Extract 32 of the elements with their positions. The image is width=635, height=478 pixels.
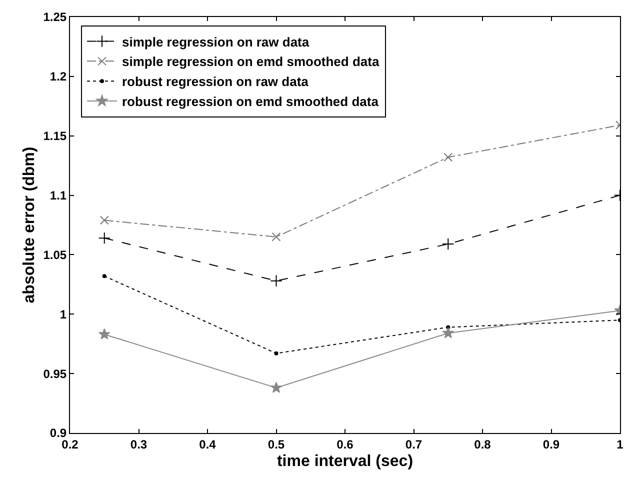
legend-label: simple regression on emd smoothed data [122, 54, 380, 70]
legend-label: simple regression on raw data [122, 34, 310, 50]
y-tick-label: 1.2 [50, 70, 67, 84]
x-tick-label: 0.5 [268, 437, 285, 452]
point [274, 351, 278, 356]
y-tick-label: 1.25 [43, 10, 67, 24]
point [102, 274, 106, 278]
x-tick-label: 0.7 [405, 437, 422, 452]
y-tick-label: 1 [60, 307, 67, 322]
point [442, 327, 454, 338]
point [442, 238, 454, 250]
x-tick-label: 0.9 [542, 437, 560, 452]
x-tick-label: 0.8 [474, 437, 492, 452]
point [100, 216, 109, 225]
x-tick-label: 1 [616, 437, 624, 452]
point [98, 328, 110, 340]
y-tick-label: 0.95 [43, 366, 67, 381]
y-axis-title: absolute error (dbm) [21, 146, 38, 304]
x-tick-label: 0.6 [336, 437, 354, 452]
y-tick-label: 1.1 [50, 188, 67, 202]
y-tick-label: 1.05 [43, 248, 67, 262]
point [270, 382, 282, 393]
point [444, 152, 453, 162]
point [270, 274, 282, 287]
point [98, 232, 110, 244]
point [272, 232, 281, 242]
x-tick-label: 0.4 [199, 437, 216, 452]
legend-label: robust regression on raw data [122, 74, 310, 90]
x-axis-title: time interval (sec) [276, 453, 414, 470]
x-tick-label: 0.3 [130, 437, 148, 452]
legend-label: robust regression on emd smoothed data [122, 94, 380, 110]
y-tick-label: 1.15 [43, 129, 67, 144]
